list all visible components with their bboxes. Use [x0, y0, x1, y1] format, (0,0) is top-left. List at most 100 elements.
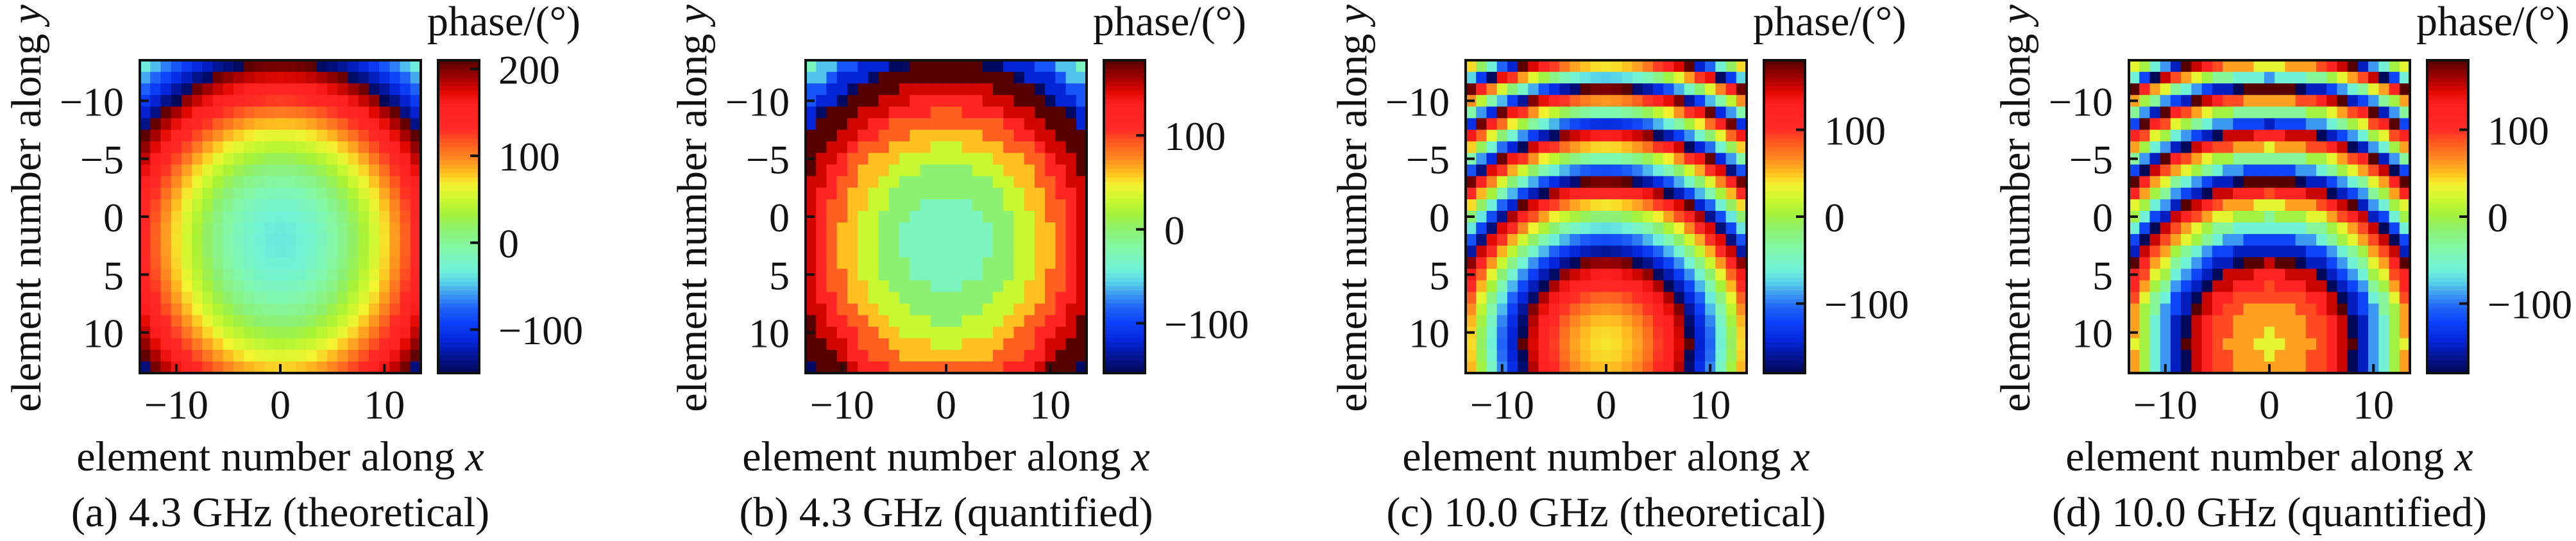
heatmap-cell: [223, 129, 234, 142]
heatmap-cell: [150, 280, 162, 293]
colorbar-band: [1764, 151, 1805, 156]
heatmap-cell: [806, 303, 817, 316]
heatmap-cell: [1653, 234, 1664, 246]
heatmap-cell: [816, 72, 827, 84]
heatmap-cell: [1065, 361, 1077, 374]
heatmap-cell: [1528, 176, 1539, 188]
heatmap-cell: [1715, 280, 1727, 293]
heatmap-cell: [2275, 118, 2285, 131]
heatmap-cell: [1705, 187, 1716, 200]
heatmap-cell: [1538, 106, 1550, 119]
colorbar-band: [438, 273, 479, 278]
colorbar-tick-label: −100: [2487, 282, 2572, 328]
heatmap-cell: [348, 118, 359, 131]
heatmap-cell: [962, 83, 973, 96]
heatmap-cell: [2326, 106, 2338, 119]
heatmap-cell: [951, 118, 962, 131]
heatmap-cell: [962, 210, 973, 223]
heatmap-cell: [327, 246, 338, 258]
heatmap-cell: [2149, 349, 2161, 362]
colorbar-band: [438, 169, 479, 174]
heatmap-cell: [1476, 269, 1487, 281]
heatmap-cell: [1065, 280, 1077, 293]
colorbar-band: [2427, 369, 2468, 374]
heatmap-cell: [1694, 210, 1706, 223]
heatmap-cell: [910, 72, 921, 84]
colorbar-band: [2427, 281, 2468, 287]
heatmap-cell: [192, 210, 203, 223]
heatmap-cell: [1045, 234, 1056, 246]
heatmap-cell: [1486, 246, 1498, 258]
heatmap-cell: [836, 292, 848, 304]
heatmap-cell: [400, 129, 411, 142]
heatmap-cell: [2160, 164, 2171, 177]
heatmap-cell: [1528, 83, 1539, 96]
heatmap-cell: [2264, 129, 2275, 142]
colorbar-band: [1764, 251, 1805, 256]
heatmap-cell: [972, 118, 983, 131]
heatmap-cell: [1600, 95, 1612, 107]
heatmap-cell: [1632, 153, 1643, 165]
heatmap-cell: [2389, 280, 2400, 293]
heatmap-cell: [192, 164, 203, 177]
heatmap-cell: [285, 60, 296, 72]
colorbar-band: [438, 186, 479, 191]
heatmap-cell: [847, 199, 858, 212]
heatmap-cell: [233, 292, 244, 304]
heatmap-cell: [1715, 129, 1727, 142]
heatmap-cell: [1632, 361, 1643, 374]
heatmap-cell: [2212, 269, 2223, 281]
heatmap-cell: [410, 153, 421, 165]
heatmap-cell: [993, 361, 1004, 374]
heatmap-cell: [160, 269, 172, 281]
heatmap-cell: [2399, 129, 2411, 142]
heatmap-cell: [1674, 303, 1685, 316]
heatmap-cell: [2285, 234, 2296, 246]
heatmap-cell: [212, 72, 224, 84]
heatmap-cell: [223, 176, 234, 188]
heatmap-cell: [962, 338, 973, 351]
heatmap-cell: [1705, 72, 1716, 84]
heatmap-cell: [2223, 83, 2233, 96]
heatmap-cell: [181, 141, 192, 154]
colorbar-band: [438, 129, 479, 135]
heatmap-cell: [316, 303, 328, 316]
heatmap-cell: [2264, 95, 2275, 107]
heatmap-cell: [2347, 129, 2359, 142]
colorbar-tick-label: 0: [1164, 208, 1185, 253]
heatmap-cell: [410, 164, 421, 177]
heatmap-cell: [910, 234, 921, 246]
heatmap-cell: [1663, 118, 1675, 131]
heatmap-cell: [1055, 234, 1067, 246]
heatmap-cell: [2139, 83, 2151, 96]
heatmap-cell: [2212, 187, 2223, 200]
heatmap-cell: [2223, 153, 2233, 165]
heatmap-cell: [920, 141, 931, 154]
heatmap-cell: [2149, 118, 2161, 131]
colorbar-band: [1764, 355, 1805, 361]
heatmap-cell: [285, 106, 296, 119]
heatmap-cell: [2295, 257, 2307, 269]
heatmap-cell: [2201, 222, 2213, 235]
heatmap-cell: [1518, 141, 1529, 154]
heatmap-cell: [306, 176, 318, 188]
heatmap-cell: [868, 72, 879, 84]
heatmap-cell: [389, 222, 401, 235]
heatmap-cell: [993, 326, 1004, 339]
heatmap-cell: [1076, 222, 1087, 235]
heatmap-cell: [2181, 187, 2192, 200]
heatmap-cell: [2253, 338, 2265, 351]
heatmap-cell: [2223, 361, 2233, 374]
x-axis-label: element number along x: [1402, 433, 1809, 480]
heatmap-cell: [368, 257, 380, 269]
heatmap-cell: [1466, 222, 1477, 235]
heatmap-cell: [930, 164, 942, 177]
heatmap-cell: [1736, 222, 1747, 235]
heatmap-cell: [1076, 129, 1087, 142]
heatmap-cell: [2149, 280, 2161, 293]
heatmap-cell: [2295, 222, 2307, 235]
heatmap-cell: [1725, 246, 1737, 258]
heatmap-cell: [1076, 95, 1087, 107]
heatmap-cell: [1580, 280, 1591, 293]
heatmap-cell: [2139, 210, 2151, 223]
